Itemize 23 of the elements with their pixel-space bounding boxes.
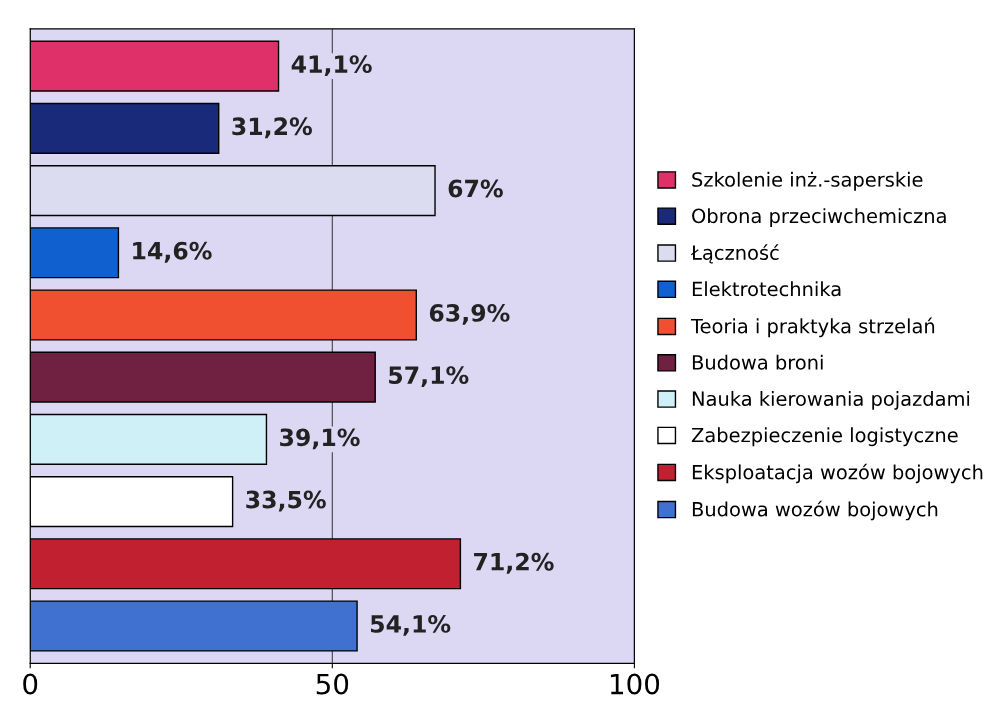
data-label: 71,2%: [474, 552, 554, 574]
legend-label: Zabezpieczenie logistyczne: [691, 427, 958, 447]
legend-label: Szkolenie inż.-saperskie: [692, 171, 923, 191]
x-tick-label: 50: [316, 673, 349, 695]
data-label: 14,6%: [133, 241, 212, 263]
x-tick-label: 100: [610, 673, 660, 695]
legend-label: Łączność: [690, 244, 779, 264]
legend-label: Budowa broni: [692, 354, 823, 370]
data-label: 39,1%: [280, 428, 360, 450]
legend-label: Teoria i praktyka strzelań: [690, 317, 935, 338]
legend-label: Eksploatacja wozów bojowych: [692, 463, 983, 484]
data-label: 54,1%: [370, 614, 451, 636]
data-label: 67%: [448, 179, 503, 198]
data-label: 31,2%: [232, 117, 312, 139]
x-tick-label: 0: [23, 673, 38, 695]
data-label: 33,5%: [246, 490, 326, 512]
data-label: 63,9%: [429, 303, 510, 325]
legend-label: Budowa wozów bojowych: [692, 500, 938, 521]
legend-label: Elektrotechnika: [692, 281, 841, 297]
legend-label: Nauka kierowania pojazdami: [692, 391, 970, 410]
legend-label: Obrona przeciwchemiczna: [692, 208, 946, 227]
data-label: 57,1%: [389, 366, 469, 388]
data-label: 41,1%: [291, 55, 372, 77]
